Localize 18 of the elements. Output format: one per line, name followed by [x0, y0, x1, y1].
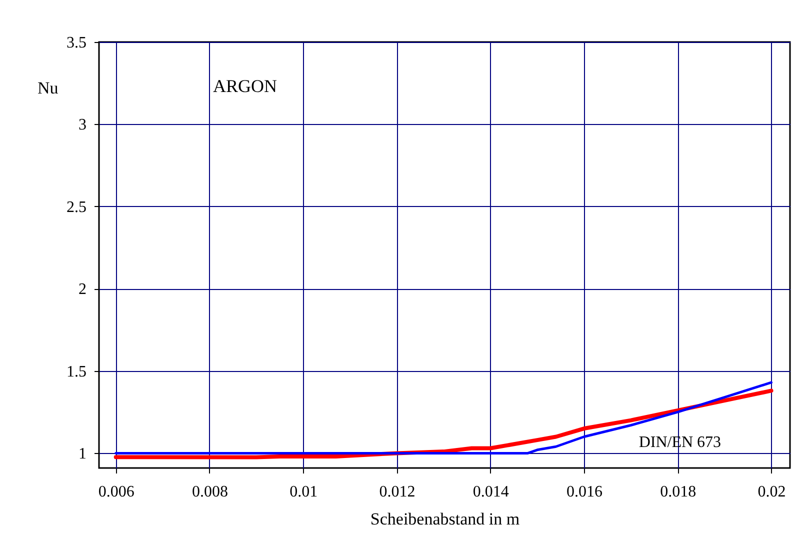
x-tick-label: 0.02 — [758, 484, 786, 500]
y-tick-label: 3.5 — [66, 34, 86, 52]
annotation: ARGON — [213, 76, 278, 96]
x-tick-label: 0.006 — [98, 484, 134, 500]
x-tick-label: 0.012 — [379, 484, 416, 500]
y-tick-label: 1 — [78, 446, 86, 463]
y-tick-label: 3 — [78, 116, 86, 134]
y-tick-label: 1.5 — [66, 363, 86, 380]
y-tick-label: 2.5 — [66, 198, 86, 216]
line-series — [114, 381, 773, 454]
x-tick-label: 0.008 — [192, 484, 228, 500]
y-axis-title: Nu — [38, 78, 59, 98]
x-tick-label: 0.018 — [660, 484, 696, 500]
x-tick-label: 0.014 — [472, 484, 509, 500]
y-tick-label: 2 — [78, 281, 86, 298]
x-tick-label: 0.016 — [566, 484, 603, 500]
x-tick-label: 0.01 — [290, 484, 318, 500]
x-axis-title: Scheibenabstand in m — [370, 510, 520, 528]
